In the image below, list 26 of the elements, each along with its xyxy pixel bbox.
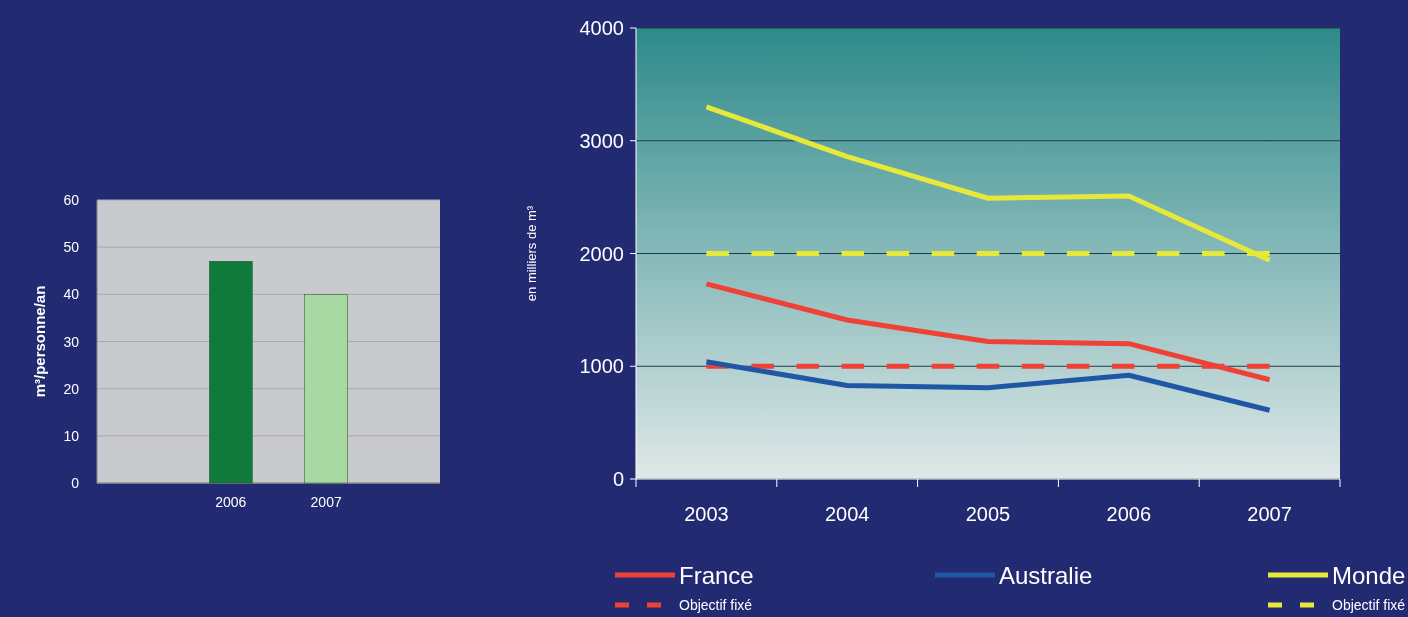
legend-label: Monde bbox=[1332, 562, 1406, 589]
y-tick-label: 10 bbox=[63, 427, 80, 444]
legend-label: Objectif fixé bbox=[679, 597, 753, 613]
y-tick-label: 30 bbox=[63, 333, 80, 350]
x-tick-label: 2004 bbox=[824, 503, 870, 525]
legend-label: Australie bbox=[999, 562, 1093, 589]
y-tick-label: 60 bbox=[63, 192, 80, 208]
y-tick-label: 1000 bbox=[579, 355, 624, 378]
x-tick-label: 2005 bbox=[965, 503, 1011, 525]
legend-label: Objectif fixé bbox=[1332, 597, 1406, 613]
y-tick-label: 20 bbox=[63, 380, 80, 397]
y-tick-label: 4000 bbox=[579, 17, 624, 39]
y-axis-title: m³/personne/an bbox=[31, 285, 48, 398]
y-tick-label: 40 bbox=[63, 286, 80, 303]
y-tick-label: 50 bbox=[63, 239, 80, 256]
x-tick-label: 2006 bbox=[215, 494, 247, 510]
legend-label: France bbox=[679, 562, 754, 589]
y-tick-label: 3000 bbox=[579, 129, 624, 152]
x-tick-label: 2007 bbox=[310, 494, 342, 510]
x-tick-label: 2007 bbox=[1247, 503, 1292, 525]
y-tick-label: 2000 bbox=[579, 242, 624, 265]
x-tick-label: 2003 bbox=[684, 503, 729, 525]
x-tick-label: 2006 bbox=[1106, 503, 1152, 525]
y-tick-label: 0 bbox=[612, 468, 624, 490]
y-tick-label: 0 bbox=[71, 475, 80, 491]
y-axis-title: en milliers de m³ bbox=[524, 205, 539, 302]
